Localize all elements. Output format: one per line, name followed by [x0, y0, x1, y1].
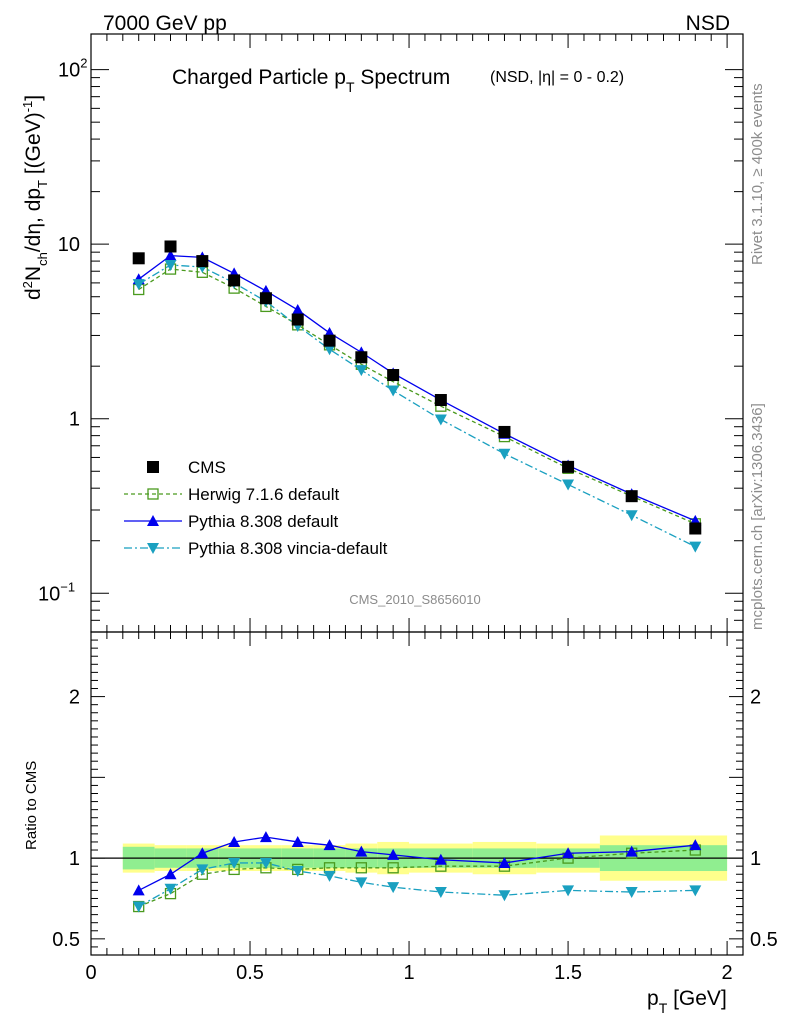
ratio-y-tick-label: 2 — [69, 687, 80, 709]
data-point-cms — [355, 351, 368, 364]
data-point-pythia-8-308-default — [291, 303, 304, 315]
header-right: NSD — [686, 12, 730, 35]
data-point-cms — [291, 313, 304, 326]
data-point-cms — [562, 460, 575, 473]
data-point-pythia-8-308-vincia-default — [132, 279, 145, 291]
series-line-herwig-7-1-6-default — [138, 268, 696, 525]
x-tick-label: 0 — [85, 962, 96, 984]
ratio-plot-frame — [90, 631, 744, 956]
ratio-point-pythia-8-308-vincia-default — [196, 864, 209, 876]
mcplots-note: mcplots.cern.ch [arXiv:1306.3436] — [749, 403, 766, 630]
x-tick-label: 2 — [722, 962, 733, 984]
ratio-point-pythia-8-308-vincia-default — [132, 901, 145, 913]
ratio-y-tick-label-right: 1 — [750, 848, 761, 870]
ratio-point-pythia-8-308-default — [387, 848, 400, 860]
legend-label-pythia-8-308-vincia-default: Pythia 8.308 vincia-default — [188, 539, 388, 558]
y-tick-label: 10 — [58, 234, 80, 256]
data-point-cms — [689, 522, 702, 535]
data-point-pythia-8-308-vincia-default — [498, 448, 511, 460]
data-point-cms — [228, 274, 241, 287]
ratio-point-pythia-8-308-vincia-default — [689, 885, 702, 897]
data-point-pythia-8-308-vincia-default — [625, 510, 638, 522]
x-tick-label: 1.5 — [554, 962, 582, 984]
legend-label-pythia-8-308-default: Pythia 8.308 default — [188, 512, 339, 531]
legend-label-cms: CMS — [188, 458, 226, 477]
ratio-point-pythia-8-308-default — [228, 835, 241, 847]
ratio-y-label: Ratio to CMS — [23, 761, 40, 850]
data-point-pythia-8-308-vincia-default — [323, 344, 336, 356]
ratio-point-pythia-8-308-default — [132, 884, 145, 896]
ratio-point-pythia-8-308-vincia-default — [291, 866, 304, 878]
ratio-line-pythia-8-308-default — [138, 836, 696, 891]
data-point-cms — [132, 252, 145, 265]
y-tick-label: 1 — [69, 409, 80, 431]
ratio-point-pythia-8-308-default — [164, 868, 177, 880]
series-line-pythia-8-308-default — [138, 254, 696, 522]
ratio-point-pythia-8-308-vincia-default — [355, 877, 368, 889]
ratio-point-pythia-8-308-vincia-default — [228, 857, 241, 869]
data-point-pythia-8-308-vincia-default — [562, 479, 575, 491]
ratio-point-pythia-8-308-vincia-default — [387, 882, 400, 894]
ratio-point-pythia-8-308-default — [355, 845, 368, 857]
ratio-point-pythia-8-308-default — [434, 853, 447, 865]
x-tick-label: 0.5 — [236, 962, 264, 984]
data-point-cms — [323, 334, 336, 347]
ratio-line-pythia-8-308-vincia-default — [138, 862, 696, 908]
ratio-point-pythia-8-308-vincia-default — [625, 887, 638, 899]
ratio-point-pythia-8-308-default — [259, 831, 272, 843]
ratio-y-tick-label: 1 — [69, 848, 80, 870]
data-point-pythia-8-308-vincia-default — [355, 365, 368, 377]
y-tick-label: 102 — [58, 56, 87, 82]
data-point-pythia-8-308-vincia-default — [387, 385, 400, 397]
ratio-point-pythia-8-308-default — [625, 845, 638, 857]
y-tick-label: 10−1 — [38, 579, 75, 605]
data-point-cms — [434, 394, 447, 407]
series-line-pythia-8-308-vincia-default — [138, 264, 696, 548]
ratio-point-pythia-8-308-default — [562, 847, 575, 859]
ratio-point-herwig-7-1-6-default — [387, 862, 399, 874]
legend-label-herwig-7-1-6-default: Herwig 7.1.6 default — [188, 485, 339, 504]
ratio-point-pythia-8-308-vincia-default — [562, 885, 575, 897]
ratio-point-pythia-8-308-vincia-default — [434, 887, 447, 899]
y-axis-label: d2Nch/dη, dpT [(GeV)-1] — [20, 95, 50, 300]
ratio-y-tick-label-right: 0.5 — [750, 929, 778, 951]
data-point-cms — [259, 292, 272, 305]
ratio-point-pythia-8-308-vincia-default — [259, 857, 272, 869]
data-point-cms — [164, 240, 177, 253]
ratio-point-pythia-8-308-vincia-default — [323, 870, 336, 882]
header-left: 7000 GeV pp — [103, 12, 227, 35]
legend-marker-cms — [147, 461, 159, 473]
data-point-pythia-8-308-vincia-default — [434, 414, 447, 426]
legend-marker-pythia-8-308-vincia-default — [147, 543, 159, 554]
ratio-y-tick-label: 0.5 — [52, 929, 80, 951]
ratio-y-tick-label-right: 2 — [750, 687, 761, 709]
data-point-pythia-8-308-default — [164, 249, 177, 261]
data-point-pythia-8-308-vincia-default — [164, 259, 177, 271]
data-point-cms — [196, 255, 209, 268]
chart-subtitle: (NSD, |η| = 0 - 0.2) — [490, 69, 624, 86]
data-point-pythia-8-308-vincia-default — [689, 541, 702, 553]
legend-marker-herwig-7-1-6-default — [147, 488, 159, 500]
ratio-point-pythia-8-308-default — [323, 839, 336, 851]
legend-marker-pythia-8-308-default — [147, 515, 159, 526]
ratio-point-pythia-8-308-default — [498, 856, 511, 868]
ratio-line-herwig-7-1-6-default — [138, 849, 696, 908]
ratio-point-pythia-8-308-vincia-default — [498, 890, 511, 902]
ratio-point-pythia-8-308-default — [689, 839, 702, 851]
data-point-cms — [387, 369, 400, 382]
data-point-cms — [498, 425, 511, 438]
x-tick-label: 1 — [403, 962, 414, 984]
rivet-note: Rivet 3.1.10, ≥ 400k events — [749, 83, 766, 265]
chart-title: Charged Particle pT Spectrum — [172, 66, 450, 95]
analysis-watermark: CMS_2010_S8656010 — [349, 592, 481, 607]
x-axis-label: pT [GeV] — [647, 987, 727, 1016]
ratio-point-pythia-8-308-default — [291, 835, 304, 847]
ratio-point-herwig-7-1-6-default — [355, 862, 367, 874]
data-point-cms — [625, 490, 638, 503]
ratio-point-pythia-8-308-default — [196, 847, 209, 859]
ratio-point-pythia-8-308-vincia-default — [164, 883, 177, 895]
